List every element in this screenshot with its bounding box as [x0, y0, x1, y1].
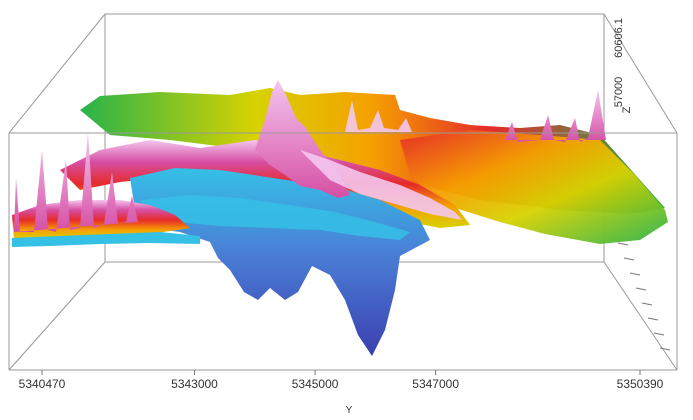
surface-right-slope	[400, 130, 668, 244]
z-tick-label: 60606.1	[613, 18, 625, 58]
box-front-edges	[8, 132, 678, 371]
side-tick	[617, 242, 629, 246]
side-tick	[635, 287, 647, 291]
box-edge-top-left	[8, 13, 106, 134]
x-axis-title: Y	[346, 405, 353, 415]
box-edge-top-right	[603, 13, 678, 134]
x-tick-label: 5350390	[617, 377, 664, 391]
box-edge-bottom-left	[8, 261, 106, 371]
side-tick	[659, 347, 671, 351]
x-tick-label: 5343000	[171, 377, 218, 391]
side-axis-ticks	[617, 242, 671, 351]
surface-basin-shelf	[140, 195, 410, 240]
side-tick	[623, 257, 635, 261]
surface-left-strip	[12, 200, 190, 240]
box-edge-bottom-right	[603, 261, 678, 371]
x-tick-label: 5340470	[19, 377, 66, 391]
side-tick	[641, 302, 653, 306]
box-back-edges	[8, 13, 678, 263]
x-tick-label: 5347000	[412, 377, 459, 391]
surface-left-edge-blue	[12, 232, 200, 247]
x-tick-label: 5345000	[292, 377, 339, 391]
surface-mesh	[12, 80, 668, 356]
x-axis: 5340470 5343000 5345000 5347000 5350390	[19, 370, 664, 391]
surface-mid-pink-ridge	[300, 150, 462, 220]
surface-back-spikes	[345, 100, 412, 132]
side-tick	[647, 317, 659, 321]
side-tick	[653, 332, 665, 336]
side-tick	[629, 272, 641, 276]
z-tick-label: 57000	[613, 77, 625, 108]
z-axis: 60606.1 57000	[613, 18, 625, 107]
z-axis-title: Z	[621, 106, 633, 113]
surface-left-spikes	[14, 132, 138, 232]
surface-right-spikes	[505, 90, 606, 142]
